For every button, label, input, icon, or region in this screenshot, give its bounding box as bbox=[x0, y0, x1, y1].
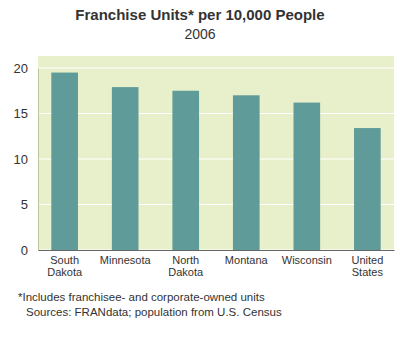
bar bbox=[112, 87, 139, 250]
tick-label: NorthDakota bbox=[168, 254, 204, 279]
grid-line bbox=[38, 67, 394, 68]
tick-label: 5 bbox=[21, 197, 28, 212]
tick-label: 0 bbox=[21, 243, 28, 258]
bar bbox=[293, 103, 320, 250]
tick-label-line: Montana bbox=[225, 254, 269, 266]
grid-line bbox=[38, 249, 394, 250]
tick-label: Minnesota bbox=[100, 254, 152, 266]
plot-background bbox=[38, 56, 394, 250]
title: Franchise Units* per 10,000 People bbox=[75, 6, 324, 23]
footnote: Sources: FRANdata; population from U.S. … bbox=[26, 306, 282, 318]
grid-line bbox=[38, 158, 394, 159]
tick: NorthDakota bbox=[168, 250, 204, 278]
axis-line bbox=[39, 250, 395, 251]
chart: Franchise Units* per 10,000 People 2006 0 5… bbox=[0, 0, 400, 337]
grid-line bbox=[38, 113, 394, 114]
y-axis: 0 5 10 15 20 bbox=[14, 61, 39, 258]
tick-label: 10 bbox=[14, 152, 28, 167]
tick: 20 bbox=[14, 61, 38, 76]
tick-label-line: Minnesota bbox=[100, 254, 152, 266]
tick-label-line: Dakota bbox=[47, 266, 83, 278]
tick-label: SouthDakota bbox=[47, 254, 83, 279]
tick: Montana bbox=[225, 250, 269, 266]
bar bbox=[354, 128, 381, 250]
tick: 5 bbox=[21, 197, 38, 212]
bar bbox=[233, 95, 260, 250]
tick-label: 15 bbox=[14, 106, 28, 121]
tick: 10 bbox=[14, 152, 38, 167]
tick-label-line: North bbox=[172, 254, 199, 266]
tick-label: 20 bbox=[14, 61, 28, 76]
tick: SouthDakota bbox=[47, 250, 83, 278]
bar bbox=[172, 91, 199, 250]
footnotes: *Includes franchisee- and corporate-owne… bbox=[18, 291, 282, 318]
grid-line bbox=[38, 204, 394, 205]
axis-line bbox=[38, 69, 39, 251]
tick-label: Wisconsin bbox=[282, 254, 332, 266]
tick-label-line: United bbox=[351, 254, 383, 266]
tick-label: Montana bbox=[225, 254, 269, 266]
tick-label-line: Dakota bbox=[168, 266, 204, 278]
grid bbox=[38, 68, 394, 250]
footnote: *Includes franchisee- and corporate-owne… bbox=[18, 291, 265, 303]
tick-label-line: South bbox=[50, 254, 79, 266]
tick-label-line: States bbox=[352, 266, 384, 278]
x-axis: SouthDakotaMinnesotaNorthDakotaMontanaWi… bbox=[39, 250, 395, 278]
tick: 0 bbox=[21, 243, 38, 258]
tick: UnitedStates bbox=[351, 250, 383, 278]
bars bbox=[51, 73, 380, 250]
tick-label-line: Wisconsin bbox=[282, 254, 332, 266]
subtitle: 2006 bbox=[184, 26, 215, 42]
tick: Wisconsin bbox=[282, 250, 332, 266]
tick-label: UnitedStates bbox=[351, 254, 383, 279]
tick: Minnesota bbox=[100, 250, 152, 266]
bar bbox=[51, 73, 78, 250]
tick: 15 bbox=[14, 106, 38, 121]
